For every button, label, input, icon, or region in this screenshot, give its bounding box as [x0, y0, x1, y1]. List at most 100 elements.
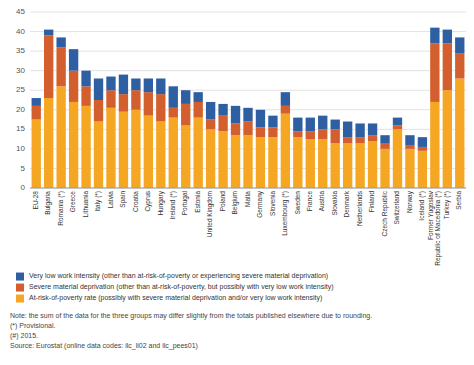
note: Note: the sum of the data for the three … — [10, 312, 372, 320]
bar-segment — [94, 78, 103, 100]
tick-label: 25 — [16, 85, 25, 94]
bar-segment — [156, 78, 165, 94]
bar-segment — [343, 143, 352, 188]
legend-entry: Very low work intensity (other than at-r… — [29, 272, 328, 280]
bar-segment — [81, 86, 90, 106]
bar-segment — [169, 108, 178, 118]
bar-segment — [218, 116, 227, 132]
category-label: Greece — [69, 191, 76, 213]
bar-segment — [393, 129, 402, 188]
bar-segment — [405, 135, 414, 145]
bar-segment — [418, 151, 427, 188]
category-label: Lithuania — [82, 191, 89, 218]
category-label: Netherlands — [356, 190, 363, 226]
category-label: Serbia — [455, 191, 462, 210]
category-label: Luxembourg (*) — [281, 191, 289, 236]
category-label: Estonia — [194, 191, 201, 213]
grid-line — [30, 12, 466, 13]
bar-segment — [443, 43, 452, 90]
bar-segment — [44, 35, 53, 98]
tick-label: 30 — [16, 66, 25, 75]
bar-segment — [181, 90, 190, 104]
bar-segment — [281, 106, 290, 114]
bar-segment — [405, 149, 414, 188]
bar-segment — [306, 139, 315, 188]
bar-segment — [380, 143, 389, 149]
note: (*) Provisional. — [10, 322, 56, 330]
bar-segment — [430, 102, 439, 188]
bar-segment — [119, 75, 128, 95]
bar-segment — [131, 78, 140, 90]
bar-segment — [256, 110, 265, 128]
category-label: United Kingdom — [206, 191, 214, 237]
bar-segment — [119, 94, 128, 112]
bar-segment — [206, 129, 215, 188]
bar-segment — [293, 131, 302, 137]
category-label: Portugal — [181, 190, 189, 215]
category-label: Germany — [256, 190, 264, 217]
category-label: Spain — [119, 191, 127, 208]
category-label: Austria — [318, 191, 325, 212]
bar-segment — [81, 71, 90, 87]
bar-segment — [331, 143, 340, 188]
category-label: France — [306, 191, 313, 212]
bar-segment — [455, 78, 464, 188]
category-label: Malta — [244, 191, 251, 207]
bar-segment — [443, 90, 452, 188]
bar-segment — [194, 102, 203, 118]
category-label: Italy (*) — [94, 191, 102, 212]
legend: Very low work intensity (other than at-r… — [16, 272, 334, 302]
bar-segment — [318, 129, 327, 139]
bar-segment — [268, 137, 277, 188]
tick-label: 45 — [16, 7, 25, 16]
bar-segment — [355, 123, 364, 137]
bar-segment — [243, 108, 252, 122]
bar-segment — [455, 53, 464, 78]
bar-segment — [56, 37, 65, 47]
bar-segment — [169, 118, 178, 188]
bar-segment — [218, 131, 227, 188]
x-axis-line — [30, 188, 466, 189]
bar-segment — [81, 106, 90, 188]
bar-segment — [69, 49, 78, 71]
bar-segment — [106, 108, 115, 188]
bar-segment — [206, 102, 215, 120]
bar-segment — [44, 98, 53, 188]
legend-swatch — [16, 295, 24, 303]
bar-segment — [256, 137, 265, 188]
bars — [32, 28, 465, 188]
bar-segment — [430, 28, 439, 44]
bar-segment — [418, 147, 427, 151]
bar-segment — [281, 114, 290, 188]
bar-segment — [119, 112, 128, 188]
bar-segment — [243, 122, 252, 136]
bar-segment — [355, 143, 364, 188]
category-label: Finland — [368, 191, 375, 213]
category-label: Norway — [406, 190, 414, 213]
bar-segment — [318, 116, 327, 130]
bar-segment — [106, 77, 115, 91]
bar-segment — [343, 137, 352, 143]
bar-segment — [44, 30, 53, 36]
tick-label: 5 — [21, 164, 26, 173]
category-label: Croatia — [132, 191, 139, 212]
bar-segment — [368, 135, 377, 141]
category-label: Cyprus — [144, 190, 152, 211]
bar-segment — [268, 116, 277, 128]
tick-label: 15 — [16, 124, 25, 133]
tick-label: 10 — [16, 144, 25, 153]
bar-segment — [268, 127, 277, 137]
bar-segment — [281, 92, 290, 106]
bar-segment — [194, 92, 203, 102]
bar-segment — [32, 106, 41, 120]
bar-segment — [380, 149, 389, 188]
bar-segment — [131, 110, 140, 188]
y-axis: 051015202530354045 — [16, 7, 466, 192]
bar-segment — [443, 30, 452, 44]
category-label: Ireland (*) — [169, 191, 177, 220]
bar-segment — [206, 120, 215, 130]
grid-line — [30, 31, 466, 32]
x-axis: EU-28BulgariaRomania (*)GreeceLithuaniaI… — [32, 190, 463, 266]
legend-entry: Severe material deprivation (other than … — [29, 283, 334, 291]
category-label: Denmark — [343, 190, 350, 217]
